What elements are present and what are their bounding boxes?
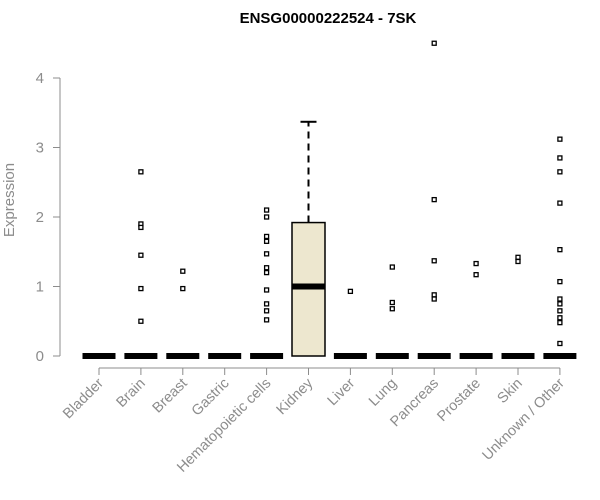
outlier-point — [431, 292, 437, 298]
outlier-point — [431, 40, 437, 46]
outlier-point — [263, 207, 270, 213]
outlier-point — [557, 136, 563, 142]
x-tick-label: Skin — [495, 376, 526, 407]
box-4 — [250, 207, 284, 359]
box-group — [82, 40, 577, 359]
outlier-point — [263, 269, 270, 276]
y-axis-label: Expression — [1, 163, 18, 237]
outlier-point — [263, 251, 270, 257]
y-tick-label: 2 — [36, 209, 44, 226]
outlier-point — [263, 301, 270, 307]
outlier-point — [473, 260, 479, 267]
y-tick-label: 0 — [36, 348, 44, 365]
outlier-point — [431, 258, 437, 264]
outlier-point — [389, 299, 395, 306]
outlier-point — [557, 296, 563, 302]
y-tick-label: 3 — [36, 140, 44, 157]
outlier-point — [263, 308, 270, 314]
outlier-point — [389, 264, 395, 270]
outlier-point — [515, 254, 521, 260]
outlier-point — [263, 317, 270, 323]
box-6 — [333, 288, 367, 359]
box-1 — [124, 169, 158, 359]
outlier-point — [431, 296, 437, 302]
x-tick-label: Breast — [150, 376, 191, 417]
outlier-point — [557, 315, 563, 321]
y-axis: 0 1 2 3 4 — [36, 70, 61, 365]
y-tick-label: 1 — [36, 279, 44, 296]
outlier-point — [138, 224, 144, 231]
outlier-point — [347, 288, 354, 295]
outlier-point — [263, 287, 270, 293]
outlier-point — [138, 285, 144, 292]
x-tick-label: Liver — [325, 375, 359, 409]
x-tick-label: Lung — [366, 376, 400, 410]
outlier-point — [263, 233, 270, 240]
outlier-point — [557, 319, 563, 326]
box-7 — [375, 264, 409, 359]
box-11 — [543, 136, 577, 359]
outlier-point — [263, 238, 270, 244]
chart-title: ENSG00000222524 - 7SK — [240, 10, 417, 27]
outlier-point — [180, 268, 186, 274]
outlier-point — [431, 196, 437, 203]
outlier-point — [557, 169, 563, 175]
x-tick-label: Bladder — [60, 375, 107, 422]
box-8 — [417, 40, 451, 359]
outlier-point — [515, 258, 521, 265]
outlier-point — [557, 308, 563, 314]
outlier-point — [138, 252, 144, 258]
outlier-point — [557, 155, 563, 161]
outlier-point — [389, 306, 395, 312]
outlier-point — [557, 200, 563, 206]
outlier-point — [473, 272, 479, 278]
x-tick-label: Brain — [113, 376, 148, 411]
outlier-point — [557, 340, 563, 347]
box-5 — [291, 120, 326, 357]
outlier-point — [557, 278, 563, 285]
outlier-point — [180, 285, 186, 292]
outlier-point — [263, 265, 270, 271]
outlier-point — [138, 318, 144, 324]
x-tick-label: Prostate — [434, 376, 483, 425]
outlier-point — [557, 301, 563, 307]
y-tick-label: 4 — [36, 70, 44, 87]
outlier-point — [138, 169, 144, 175]
box-2 — [166, 268, 200, 359]
outlier-point — [557, 247, 563, 253]
box-10 — [501, 254, 535, 359]
outlier-point — [263, 214, 270, 220]
box-9 — [459, 260, 493, 359]
x-tick-label: Kidney — [274, 375, 317, 418]
